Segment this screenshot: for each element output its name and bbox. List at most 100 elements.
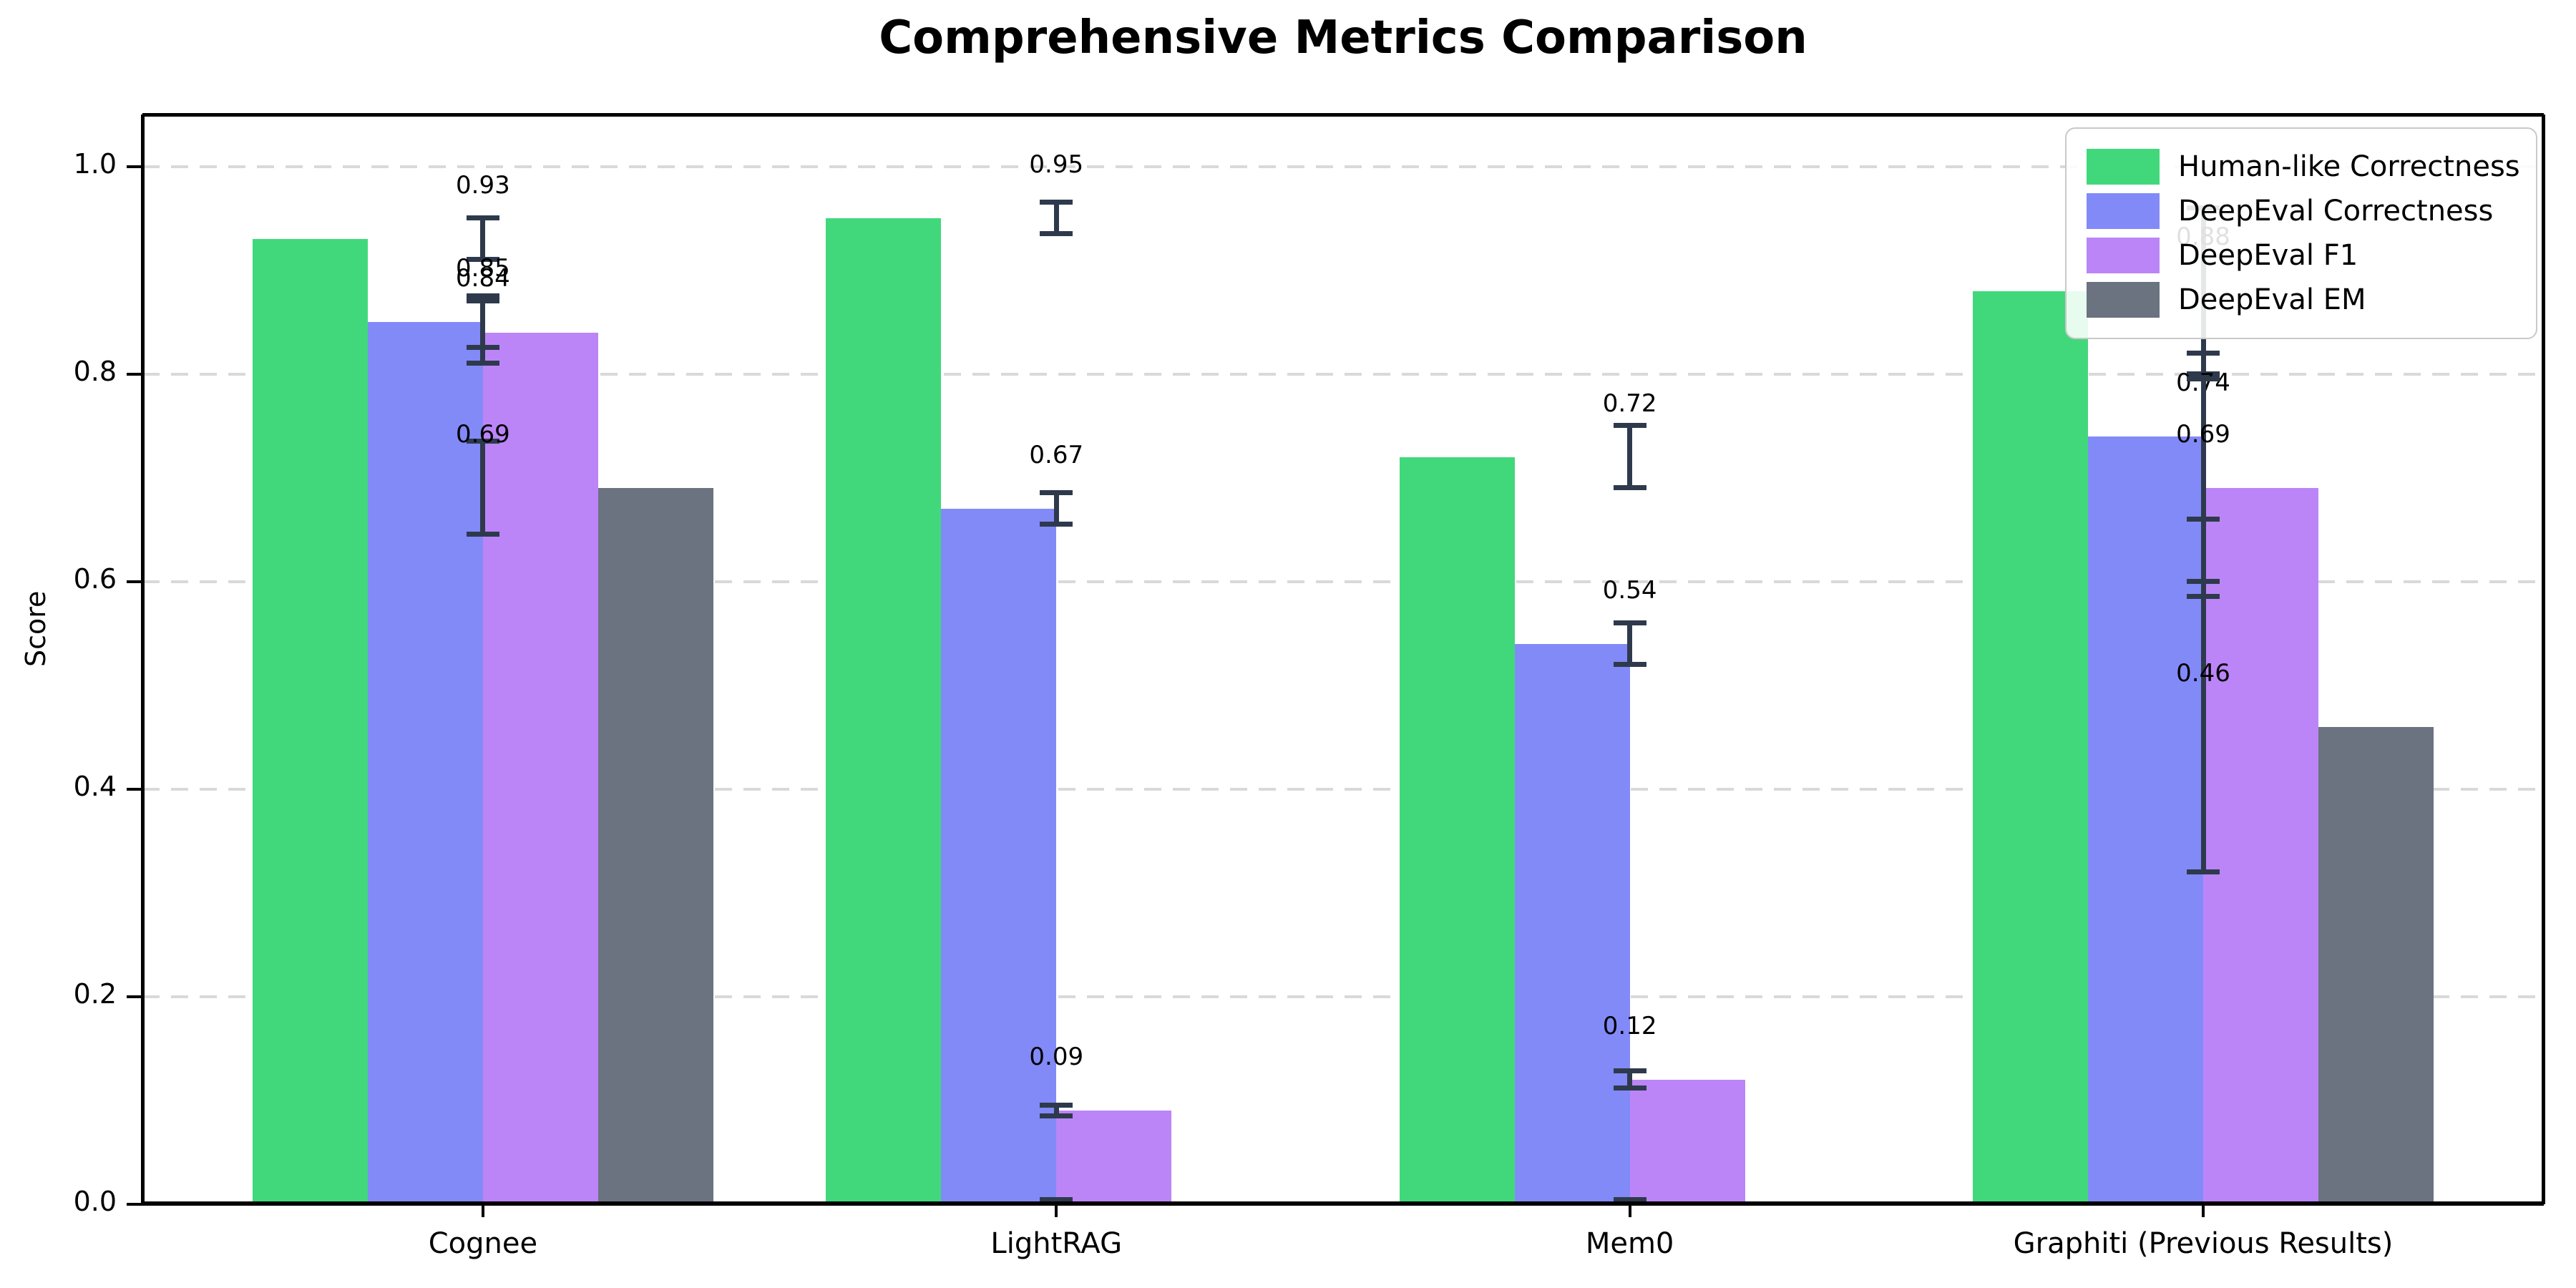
bar-value-label: 0.72	[1602, 389, 1657, 418]
y-tick-label: 0.2	[73, 977, 117, 1010]
x-tick-mark	[2202, 1204, 2205, 1217]
error-bar-cap	[2187, 578, 2220, 584]
error-bar-cap	[1613, 620, 1646, 625]
bar-value-label: 0.54	[1602, 575, 1657, 605]
error-bar	[1053, 1106, 1059, 1116]
error-bar-cap	[1613, 1197, 1646, 1203]
axis-spine-bottom	[142, 1201, 2544, 1206]
y-tick-label: 0.0	[73, 1186, 117, 1217]
y-axis-label: Score	[20, 590, 52, 667]
bar	[2088, 436, 2204, 1204]
legend: Human-like Correctness DeepEval Correctne…	[2065, 127, 2537, 339]
grid-line	[142, 372, 2544, 376]
y-tick-mark	[127, 995, 142, 998]
legend-swatch	[2087, 193, 2160, 229]
error-bar-cap	[1613, 485, 1646, 491]
bar-value-label: 0.69	[2176, 420, 2230, 449]
x-tick-mark	[1055, 1204, 1058, 1217]
bar	[367, 322, 483, 1204]
legend-item: DeepEval F1	[2087, 233, 2516, 278]
error-bar	[480, 441, 486, 535]
bar-value-label: 0.46	[2176, 658, 2230, 688]
error-bar-cap	[466, 532, 499, 537]
error-bar-cap	[466, 257, 499, 263]
bar-value-label: 0.69	[456, 420, 510, 449]
error-bar-cap	[1613, 1085, 1646, 1091]
legend-item: DeepEval EM	[2087, 278, 2516, 322]
legend-swatch	[2087, 238, 2160, 273]
bar	[2203, 488, 2319, 1204]
error-bar-cap	[1040, 1103, 1073, 1108]
bar-value-label: 0.09	[1029, 1043, 1084, 1072]
error-bar-cap	[1613, 423, 1646, 429]
bar	[597, 488, 713, 1204]
bar	[1056, 1111, 1172, 1204]
error-bar	[2200, 581, 2206, 872]
axis-spine-right	[2542, 114, 2545, 1204]
error-bar	[1627, 426, 1633, 489]
error-bar-cap	[2187, 376, 2220, 381]
error-bar	[1627, 1071, 1633, 1088]
bar	[252, 239, 368, 1204]
axis-spine-left	[141, 114, 145, 1204]
error-bar-cap	[1613, 1068, 1646, 1074]
bar	[1629, 1079, 1745, 1204]
bar	[941, 509, 1057, 1204]
error-bar-cap	[1040, 1113, 1073, 1118]
x-category-label: Graphiti (Previous Results)	[2013, 1227, 2394, 1260]
error-bar-cap	[1040, 230, 1073, 236]
error-bar-cap	[466, 361, 499, 366]
y-tick-label: 1.0	[73, 147, 117, 180]
bar-value-label: 0.12	[1602, 1011, 1657, 1040]
legend-swatch	[2087, 282, 2160, 318]
bar	[1514, 643, 1630, 1204]
y-tick-mark	[127, 580, 142, 583]
bar	[1973, 291, 2089, 1204]
chart-title: Comprehensive Metrics Comparison	[879, 11, 1807, 64]
legend-label: DeepEval F1	[2178, 239, 2358, 272]
error-bar-cap	[466, 298, 499, 304]
y-tick-label: 0.6	[73, 562, 117, 595]
error-bar	[2200, 379, 2206, 597]
error-bar-cap	[1040, 521, 1073, 527]
bar-value-label: 0.95	[1029, 150, 1084, 179]
axis-spine-top	[142, 113, 2544, 117]
bar	[826, 218, 942, 1204]
bar	[1399, 457, 1515, 1204]
y-tick-mark	[127, 787, 142, 791]
x-category-label: LightRAG	[990, 1227, 1123, 1260]
plot-area: 0.930.950.720.880.850.670.540.740.840.09…	[141, 113, 2545, 1206]
legend-label: DeepEval Correctness	[2178, 195, 2494, 228]
y-tick-mark	[127, 372, 142, 376]
legend-item: DeepEval Correctness	[2087, 189, 2516, 233]
legend-label: DeepEval EM	[2178, 283, 2366, 316]
error-bar-cap	[1613, 661, 1646, 667]
bar-value-label: 0.85	[456, 253, 510, 283]
bar-value-label: 0.84	[456, 264, 510, 293]
error-bar	[1053, 493, 1059, 525]
legend-swatch	[2087, 149, 2160, 185]
error-bar-cap	[1040, 490, 1073, 496]
bar-value-label: 0.93	[456, 170, 510, 200]
error-bar	[480, 218, 486, 260]
legend-item: Human-like Correctness	[2087, 145, 2520, 189]
y-tick-mark	[127, 165, 142, 168]
error-bar-cap	[1040, 200, 1073, 205]
grid-line	[142, 787, 2544, 791]
error-bar-cap	[466, 438, 499, 444]
error-bar-cap	[1040, 1197, 1073, 1203]
error-bar-cap	[2187, 350, 2220, 356]
x-category-label: Cognee	[428, 1227, 538, 1260]
bar	[2318, 726, 2434, 1204]
bar	[482, 332, 598, 1204]
grid-line	[142, 995, 2544, 998]
y-tick-label: 0.4	[73, 770, 117, 802]
x-category-label: Mem0	[1585, 1227, 1674, 1260]
error-bar-cap	[466, 215, 499, 221]
error-bar-cap	[2187, 869, 2220, 874]
grid-line	[142, 165, 2544, 168]
legend-label: Human-like Correctness	[2178, 150, 2520, 183]
y-tick-label: 0.8	[73, 355, 117, 387]
error-bar	[1627, 623, 1633, 665]
error-bar	[480, 301, 486, 364]
